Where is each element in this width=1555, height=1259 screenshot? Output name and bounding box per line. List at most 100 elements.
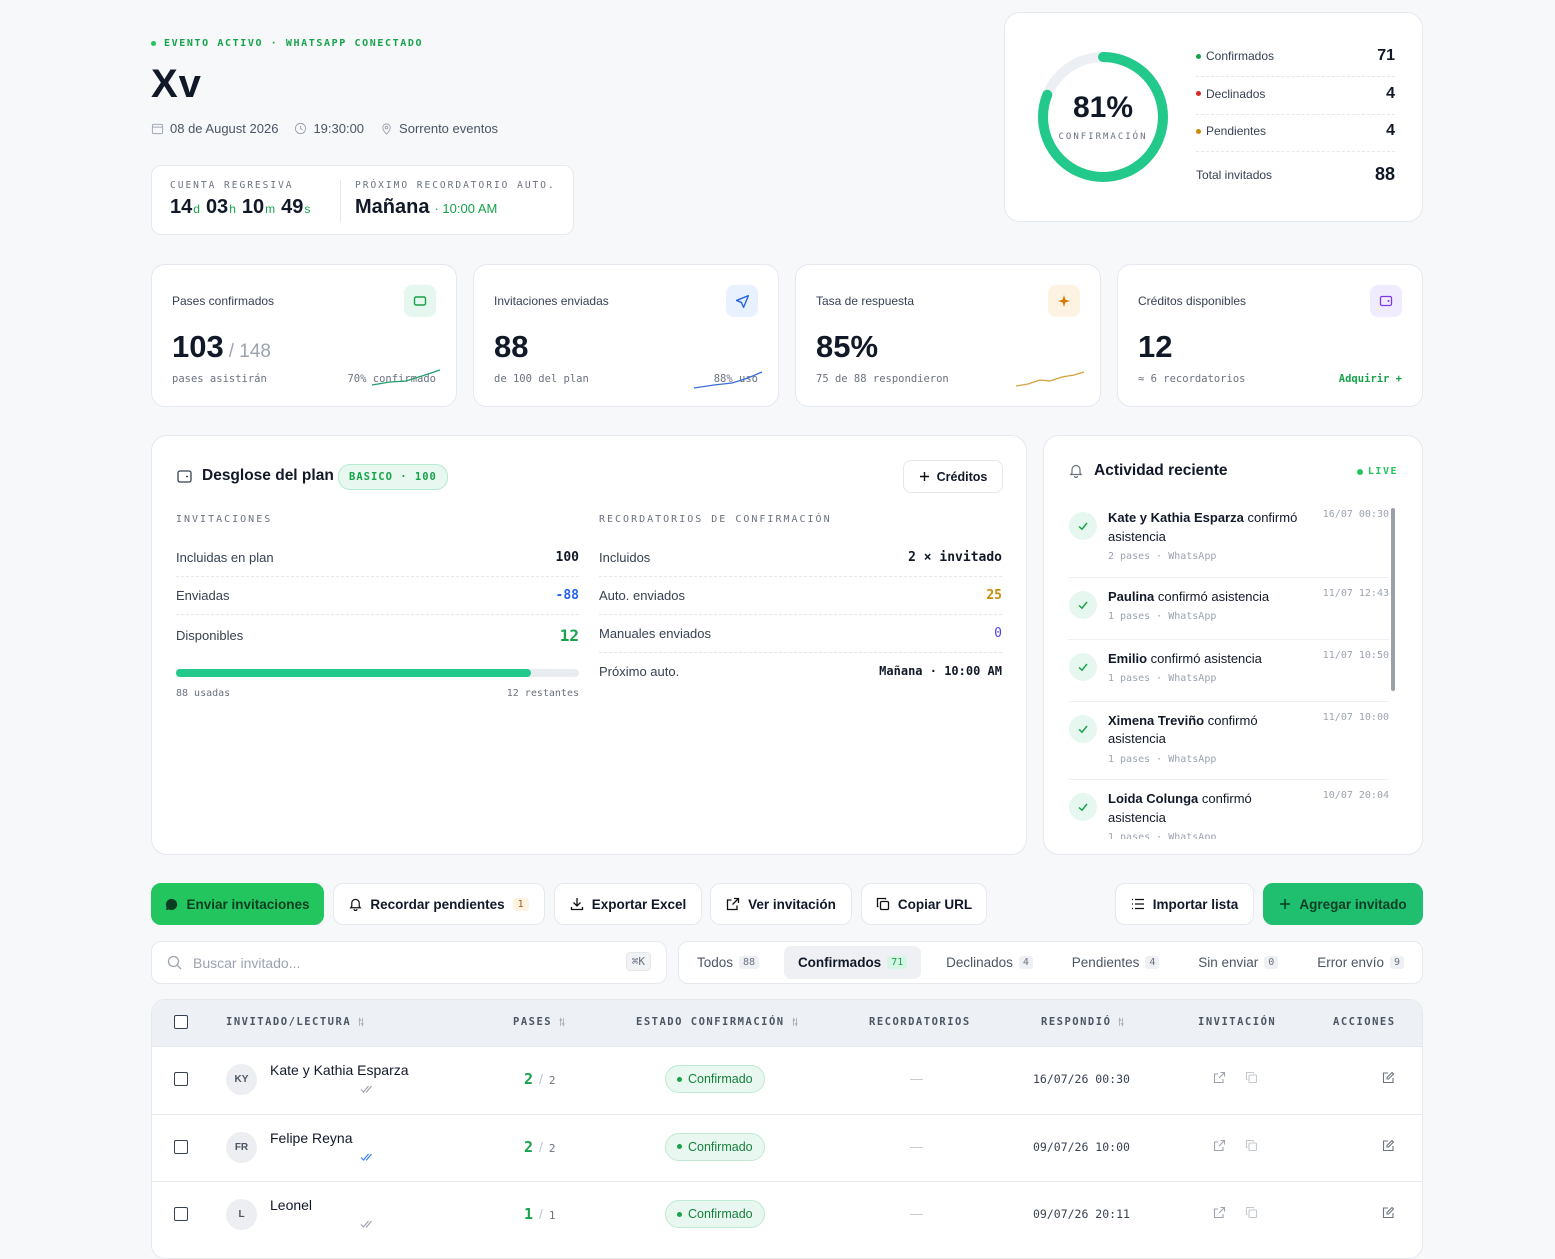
ring (1038, 52, 1168, 182)
reminders: — (910, 1071, 923, 1086)
icon (792, 1017, 798, 1027)
select-all[interactable] (174, 1015, 188, 1029)
pases: 2 / 2 (524, 1070, 556, 1088)
section-heading: INVITACIONES (176, 514, 273, 525)
sparkline (371, 369, 441, 386)
countdown-part: 49 s (281, 196, 310, 219)
activity-action: confirmó asistencia (1150, 650, 1262, 666)
status-label: Confirmado (688, 1139, 753, 1154)
activity-text: Ximena Treviño confirmó asistencia 1 pase… (1108, 712, 1298, 770)
view-button[interactable]: Ver invitación (710, 883, 852, 925)
countdown-unit: h (229, 202, 236, 216)
event-date: 08 de August 2026 (170, 121, 279, 136)
pases: 1 / 1 (524, 1205, 556, 1223)
plan-row-value: -88 (555, 587, 579, 603)
countdown-part: 10 m (242, 196, 275, 219)
column-header-label: PASES (513, 1016, 553, 1028)
row-checkbox[interactable] (174, 1139, 188, 1154)
remind-label: Recordar pendientes (370, 896, 505, 912)
column-header: INVITADO/LECTURA (226, 1016, 365, 1028)
ring-arc (1038, 52, 1168, 182)
column-header-label: ESTADO CONFIRMACIÓN (636, 1016, 785, 1028)
plan-row-value: 2 × invitado (908, 549, 1002, 565)
reminders: — (910, 1138, 923, 1154)
import-button[interactable]: Importar lista (1115, 883, 1254, 925)
add-button[interactable]: Agregar invitado (1263, 883, 1423, 925)
search-box[interactable]: Buscar invitado... ⌘K (151, 941, 667, 984)
progress-track (176, 669, 579, 677)
copy-label: Copiar URL (897, 896, 973, 912)
tabs: Todos 88 Confirmados 71 Declinados 4 Pendiente… (678, 941, 1423, 984)
pases-confirmed: 2 (524, 1137, 534, 1156)
pases-confirmed: 2 (524, 1070, 534, 1088)
activity-action: confirmó asistencia (1108, 712, 1258, 747)
responded: 09/07/26 20:11 (1033, 1207, 1130, 1221)
stat-label: Créditos disponibles (1138, 294, 1247, 308)
status-label: Confirmado (688, 1207, 753, 1221)
tab[interactable]: Confirmados 71 (783, 946, 922, 979)
status-pill: Confirmado (665, 1132, 765, 1161)
guest-name: Kate y Kathia Esparza (270, 1062, 409, 1078)
icon (1078, 522, 1088, 531)
tab[interactable]: Error envío 9 (1303, 946, 1418, 979)
row-divider (152, 1113, 1422, 1115)
sparkline (693, 371, 763, 389)
icon (1118, 1017, 1124, 1027)
event-meta: 08 de August 2026 19:30:00 Sorrento even… (151, 121, 498, 136)
row-checkbox[interactable] (174, 1072, 188, 1086)
pases-total: 2 (548, 1074, 556, 1087)
summary-value: 4 (1386, 84, 1395, 102)
activity-list: Kate y Kathia Esparza confirmó asistenci… (1068, 499, 1389, 839)
plan-row-label: Próximo auto. (599, 663, 680, 679)
countdown-unit: m (265, 202, 276, 216)
remind-button[interactable]: Recordar pendientes 1 (333, 883, 545, 925)
column-header-label: INVITACIÓN (1198, 1016, 1277, 1028)
plan-row-label: Auto. enviados (599, 587, 686, 603)
activity-action: confirmó asistencia (1157, 588, 1270, 604)
countdown-label: CUENTA REGRESIVA (170, 180, 294, 191)
import-label: Importar lista (1152, 896, 1239, 912)
row-checkbox[interactable] (174, 1207, 188, 1221)
icon (1078, 803, 1088, 812)
column-header: RECORDATORIOS (869, 1016, 971, 1028)
plan-badge: BASICO · 100 (338, 464, 448, 490)
icon (360, 1220, 372, 1228)
tab[interactable]: Declinados 4 (932, 946, 1047, 979)
check-circle (1069, 793, 1097, 821)
divider (340, 180, 341, 222)
tab[interactable]: Todos 88 (683, 946, 773, 979)
activity-name: Loida Colunga (1108, 791, 1199, 806)
send-button[interactable]: Enviar invitaciones (151, 883, 324, 925)
summary-dot (1196, 91, 1201, 96)
plan-row-value: 12 (559, 625, 579, 645)
credits-button[interactable]: Créditos (903, 460, 1003, 493)
buy-link[interactable]: Adquirir + (1338, 373, 1402, 385)
tab-label: Pendientes (1071, 955, 1140, 970)
status-dot (151, 41, 156, 46)
summary-dot (1196, 53, 1201, 59)
tab[interactable]: Pendientes 4 (1058, 946, 1174, 979)
credits-button-label: Créditos (936, 469, 988, 484)
icon (1213, 1071, 1226, 1084)
plan-row: Manuales enviados 0 (599, 614, 1002, 653)
live-label: LIVE (1367, 466, 1398, 477)
plan-row-value: Mañana · 10:00 AM (879, 664, 1002, 678)
activity-name: Paulina (1108, 588, 1155, 604)
ring-caption: CONFIRMACIÓN (1058, 132, 1148, 142)
activity-name: Kate y Kathia Esparza (1108, 510, 1244, 525)
countdown-card: CUENTA REGRESIVA 14 d 03 h 10 m 49 s PRÓXIMO RE… (151, 165, 574, 235)
tab-count: 71 (887, 956, 908, 969)
export-button[interactable]: Exportar Excel (554, 883, 702, 925)
tab[interactable]: Sin enviar 0 (1184, 946, 1292, 979)
activity-time: 11/07 10:50 (1322, 649, 1389, 661)
tab-count: 0 (1264, 956, 1279, 969)
pases-confirmed: 1 (524, 1205, 534, 1223)
copy-button[interactable]: Copiar URL (861, 883, 987, 925)
plan-row: Auto. enviados 25 (599, 576, 1002, 615)
progress-bar (176, 669, 531, 677)
activity-name: Ximena Treviño (1108, 712, 1205, 728)
summary-total: Total invitados 88 (1196, 164, 1395, 185)
icon (1245, 1206, 1258, 1219)
row-divider (152, 1181, 1422, 1182)
